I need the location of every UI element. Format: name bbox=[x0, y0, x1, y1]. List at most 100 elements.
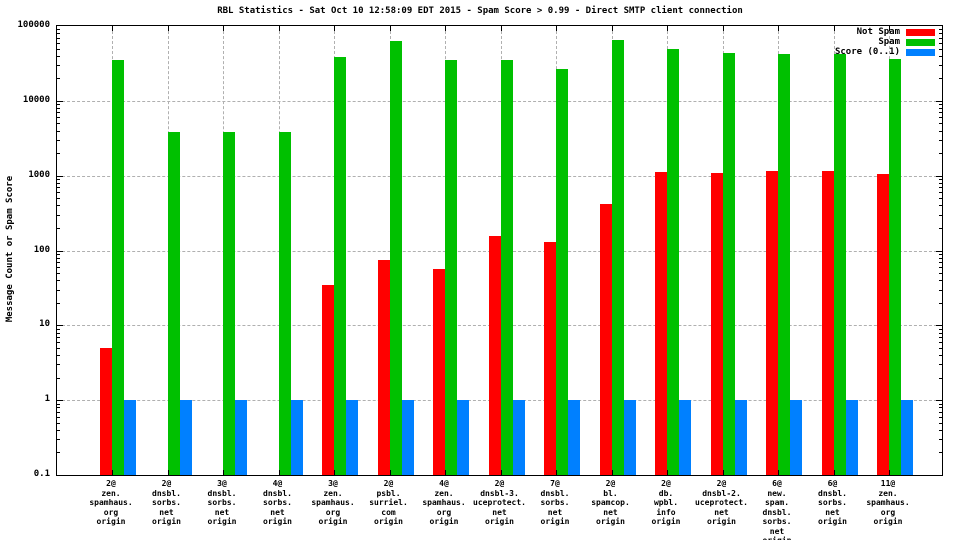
x-category-label-line: net bbox=[214, 507, 230, 517]
y-minor-tick bbox=[57, 332, 60, 334]
x-tick-top bbox=[334, 26, 335, 31]
x-category-label-line: 2@ bbox=[716, 479, 727, 488]
y-major-tick bbox=[57, 250, 63, 252]
y-minor-tick bbox=[939, 280, 942, 282]
y-major-tick bbox=[57, 100, 63, 102]
y-minor-tick bbox=[939, 336, 942, 338]
y-minor-tick bbox=[939, 139, 942, 141]
x-tick-bottom bbox=[112, 470, 113, 475]
x-category-label: 2@ zen. spamhaus. org origin bbox=[69, 479, 153, 527]
x-tick-bottom bbox=[778, 470, 779, 475]
y-minor-tick bbox=[939, 187, 942, 189]
y-major-tick bbox=[57, 400, 63, 402]
bar-spam-0 bbox=[112, 60, 124, 475]
x-category-label-line: 6@ bbox=[772, 479, 782, 488]
x-tick-top bbox=[112, 26, 113, 31]
y-minor-tick bbox=[57, 130, 60, 132]
x-tick-top bbox=[778, 26, 779, 31]
x-category-label-line: sorbs. bbox=[207, 498, 237, 507]
bar-score-0-1--4 bbox=[346, 400, 358, 475]
y-minor-tick bbox=[57, 439, 60, 441]
x-category-label: 2@ dnsbl-3. uceprotect. net origin bbox=[458, 479, 542, 527]
y-minor-tick bbox=[939, 227, 942, 229]
y-minor-tick bbox=[939, 439, 942, 441]
x-tick-top bbox=[278, 26, 280, 31]
y-minor-tick bbox=[57, 416, 60, 418]
y-minor-tick bbox=[939, 273, 942, 275]
x-category-label-line: org bbox=[325, 507, 341, 517]
y-minor-tick bbox=[57, 205, 60, 207]
bar-spam-4 bbox=[334, 57, 346, 475]
y-minor-tick bbox=[939, 65, 942, 67]
x-category-label-line: uceprotect. bbox=[695, 498, 748, 507]
y-minor-tick bbox=[939, 452, 942, 454]
y-major-tick bbox=[936, 400, 942, 402]
y-minor-tick bbox=[939, 302, 942, 304]
y-minor-tick bbox=[57, 429, 60, 431]
y-minor-tick bbox=[57, 48, 60, 50]
y-tick-label: 10000 bbox=[22, 94, 50, 105]
x-category-label-line: origin bbox=[818, 517, 847, 526]
y-minor-tick bbox=[939, 429, 942, 431]
y-minor-tick bbox=[939, 48, 942, 50]
bar-score-0-1--0 bbox=[124, 400, 136, 475]
y-minor-tick bbox=[57, 452, 60, 454]
legend-swatch bbox=[906, 38, 935, 46]
x-category-label-line: spam. bbox=[764, 498, 790, 507]
bar-spam-5 bbox=[389, 41, 402, 475]
y-minor-tick bbox=[939, 328, 942, 330]
x-category-label-line: 2@ bbox=[161, 479, 172, 488]
bar-score-0-1--12 bbox=[790, 400, 802, 475]
x-category-label: 2@ db. wpbl. info origin bbox=[624, 479, 708, 527]
y-minor-tick bbox=[939, 29, 942, 31]
x-tick-bottom bbox=[833, 470, 835, 475]
x-category-label-line: zen. bbox=[434, 488, 454, 498]
x-category-label-line: db. bbox=[658, 488, 674, 498]
x-category-label-line: origin bbox=[96, 517, 126, 526]
x-category-label-line: spamhaus. bbox=[311, 498, 355, 507]
y-minor-tick bbox=[939, 55, 942, 57]
y-major-tick bbox=[57, 325, 63, 327]
y-minor-tick bbox=[57, 336, 60, 338]
x-category-label-line: origin bbox=[651, 517, 681, 526]
bar-spam-12 bbox=[778, 54, 790, 475]
bar-score-0-1--7 bbox=[512, 400, 525, 475]
y-minor-tick bbox=[57, 182, 60, 184]
y-minor-tick bbox=[57, 112, 60, 114]
y-major-tick bbox=[936, 175, 942, 177]
y-minor-tick bbox=[57, 407, 60, 409]
x-category-label: 2@ dnsbl. sorbs. net origin bbox=[125, 479, 209, 527]
y-minor-tick bbox=[939, 407, 942, 409]
y-minor-tick bbox=[939, 422, 942, 424]
bar-score-0-1--1 bbox=[179, 400, 192, 475]
x-category-label-line: origin bbox=[207, 517, 237, 526]
chart-title: RBL Statistics - Sat Oct 10 12:58:09 EDT… bbox=[217, 6, 743, 16]
x-category-label-line: origin bbox=[735, 536, 819, 540]
x-category-label: 2@ bl. spamcop. net origin bbox=[569, 479, 653, 527]
x-tick-bottom bbox=[334, 470, 335, 475]
x-category-label-line: sorbs. bbox=[152, 498, 181, 507]
y-minor-tick bbox=[57, 104, 60, 106]
bar-not-spam-0 bbox=[100, 347, 112, 475]
x-category-label-line: zen. bbox=[101, 488, 121, 498]
y-minor-tick bbox=[57, 280, 60, 282]
y-minor-tick bbox=[939, 364, 942, 366]
y-minor-tick bbox=[939, 411, 942, 413]
x-category-label-line: dnsbl. bbox=[540, 488, 570, 498]
y-minor-tick bbox=[57, 403, 60, 405]
bar-not-spam-10 bbox=[655, 171, 667, 475]
y-tick-label: 1 bbox=[44, 394, 50, 405]
x-category-label-line: 3@ bbox=[328, 479, 338, 488]
legend-row: Not Spam bbox=[835, 27, 935, 37]
x-category-label-line: spamhaus. bbox=[89, 498, 133, 507]
legend-label: Score (0..1) bbox=[834, 47, 900, 57]
x-category-label-line: 4@ bbox=[439, 479, 449, 488]
x-category-label-line: zen. bbox=[323, 488, 343, 498]
x-category-label-line: sorbs. bbox=[818, 498, 847, 507]
y-minor-tick bbox=[939, 403, 942, 405]
bar-score-0-1--3 bbox=[290, 400, 303, 475]
legend-swatch bbox=[906, 48, 935, 56]
y-minor-tick bbox=[939, 123, 942, 125]
x-category-label-line: origin bbox=[263, 517, 292, 526]
y-tick-label: 1000 bbox=[28, 169, 50, 180]
